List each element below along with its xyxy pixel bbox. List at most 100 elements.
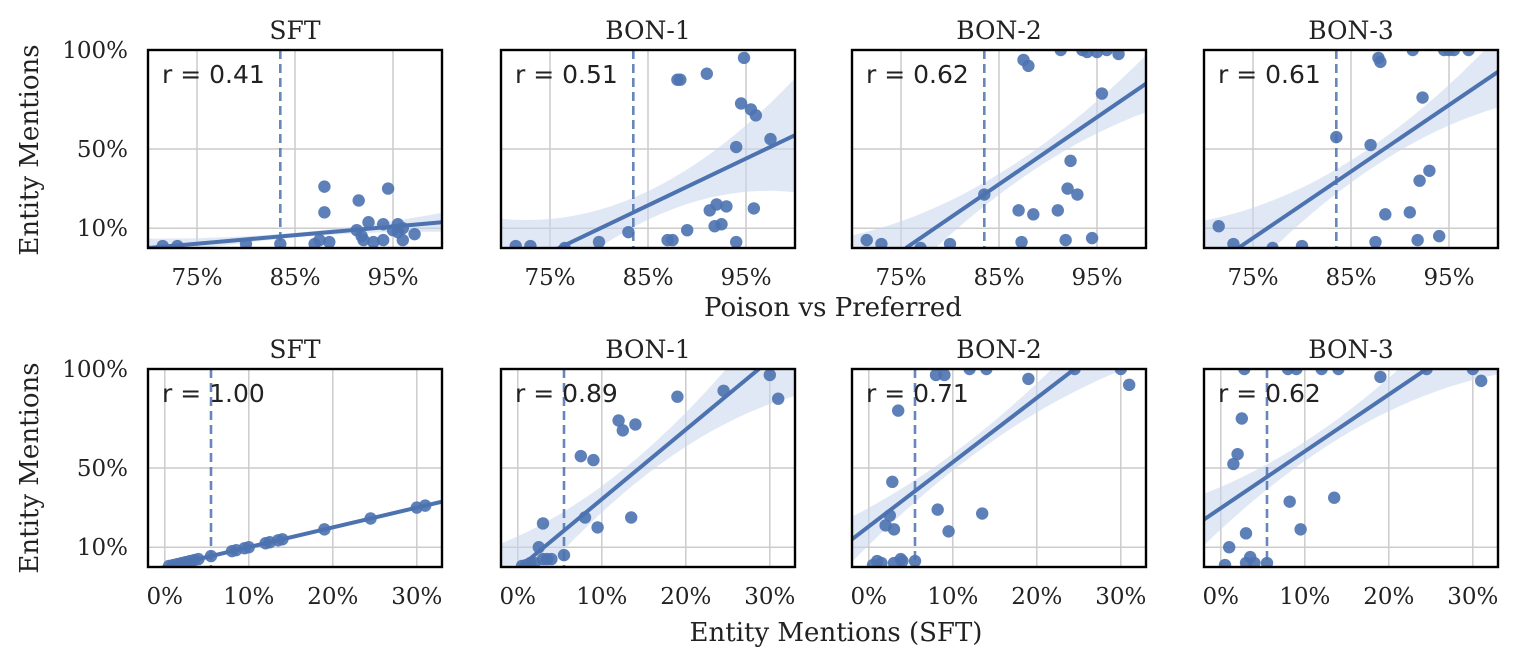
panel-frame: [1202, 367, 1500, 569]
x-tick-label: 75%: [524, 265, 575, 291]
data-point: [419, 499, 432, 512]
data-point: [377, 233, 390, 247]
x-tick-label: 30%: [1095, 584, 1146, 610]
x-tick-label: 75%: [875, 265, 926, 291]
correlation-label: r = 0.62: [866, 60, 969, 89]
data-point: [625, 511, 638, 524]
data-point: [886, 475, 899, 489]
data-point: [980, 369, 993, 376]
data-point: [1260, 556, 1274, 567]
data-point: [616, 424, 629, 437]
data-point: [1059, 233, 1072, 247]
data-point: [545, 552, 558, 566]
panel-7: BON-2 r = 0.71 0% 10% 20% 30%: [850, 335, 1148, 610]
data-point: [1227, 237, 1240, 248]
x-tick-label: 30%: [744, 584, 795, 610]
regression-line: [904, 82, 1146, 248]
data-point: [1328, 491, 1341, 504]
data-point: [963, 369, 976, 376]
y-tick-label: 50%: [77, 137, 128, 163]
row1-ylabel: Entity Mentions: [15, 44, 45, 255]
panel-4: BON-3 r = 0.61 75% 85% 95%: [1202, 16, 1500, 291]
data-point: [681, 223, 694, 237]
data-point: [1068, 369, 1081, 376]
data-point: [1095, 87, 1109, 100]
x-tick-label: 20%: [660, 584, 711, 610]
data-point: [700, 67, 713, 80]
confidence-band: [148, 212, 442, 248]
x-tick-label: 0%: [851, 584, 888, 610]
plot-area: [148, 50, 442, 248]
plot-area: [852, 50, 1146, 248]
panel-frame: [850, 367, 1148, 569]
data-point: [364, 512, 377, 525]
data-point: [574, 449, 587, 463]
y-tick-label: 10%: [77, 216, 128, 242]
data-point: [1114, 369, 1127, 376]
data-point: [896, 554, 909, 567]
confidence-band: [852, 55, 1146, 248]
panel-frame: [850, 48, 1148, 250]
panel-title: BON-3: [1308, 16, 1394, 45]
row1-xlabel: Poison vs Preferred: [704, 293, 962, 323]
plot-area: [155, 369, 442, 567]
data-point: [242, 541, 255, 554]
data-point: [764, 132, 777, 146]
data-point: [942, 525, 955, 538]
data-point: [171, 239, 184, 248]
data-point: [524, 239, 537, 248]
data-point: [156, 239, 169, 248]
panel-6: BON-1 r = 0.89 0% 10% 20% 30%: [499, 335, 797, 610]
data-point: [1295, 239, 1309, 248]
data-point: [1238, 369, 1251, 376]
data-point: [1374, 370, 1387, 384]
confidence-band: [501, 369, 795, 567]
data-point: [1061, 182, 1074, 195]
panel-2: BON-1 r = 0.51 75% 85% 95%: [499, 16, 797, 291]
data-point: [396, 233, 409, 247]
data-point: [1330, 130, 1343, 144]
data-point: [557, 548, 571, 562]
data-point: [362, 216, 375, 229]
data-point: [1022, 372, 1035, 386]
data-point: [1022, 59, 1035, 73]
data-point: [1227, 457, 1240, 471]
panel-frame: [499, 367, 797, 569]
x-tick-label: 30%: [1447, 584, 1498, 610]
data-point: [1364, 138, 1377, 152]
data-point: [1315, 369, 1328, 376]
data-point: [1112, 50, 1125, 61]
panel-title: BON-1: [605, 335, 691, 364]
correlation-label: r = 0.89: [515, 379, 618, 408]
data-point: [763, 369, 776, 382]
data-point: [1054, 50, 1067, 57]
data-point: [558, 241, 571, 248]
correlation-label: r = 0.61: [1218, 60, 1321, 89]
data-point: [730, 140, 743, 154]
data-point: [1085, 231, 1099, 245]
data-point: [671, 390, 684, 403]
plot-area: [501, 50, 795, 248]
data-point: [1027, 208, 1040, 221]
data-point: [1071, 188, 1084, 201]
y-tick-label: 100%: [62, 38, 128, 64]
data-point: [772, 392, 785, 405]
data-point: [1433, 229, 1446, 243]
x-tick-label: 95%: [367, 265, 418, 291]
data-point: [737, 51, 751, 65]
x-tick-label: 85%: [622, 265, 673, 291]
panel-title: BON-1: [605, 16, 691, 45]
data-point: [1239, 527, 1253, 540]
y-tick-label: 50%: [77, 456, 128, 482]
data-point: [1081, 50, 1094, 59]
data-point: [1369, 235, 1382, 248]
plot-area: [501, 369, 795, 567]
correlation-label: r = 0.41: [162, 60, 265, 89]
data-point: [377, 218, 390, 231]
x-tick-label: 0%: [1203, 584, 1240, 610]
y-tick-label: 10%: [77, 535, 128, 561]
data-point: [612, 414, 625, 427]
data-point: [747, 202, 761, 215]
